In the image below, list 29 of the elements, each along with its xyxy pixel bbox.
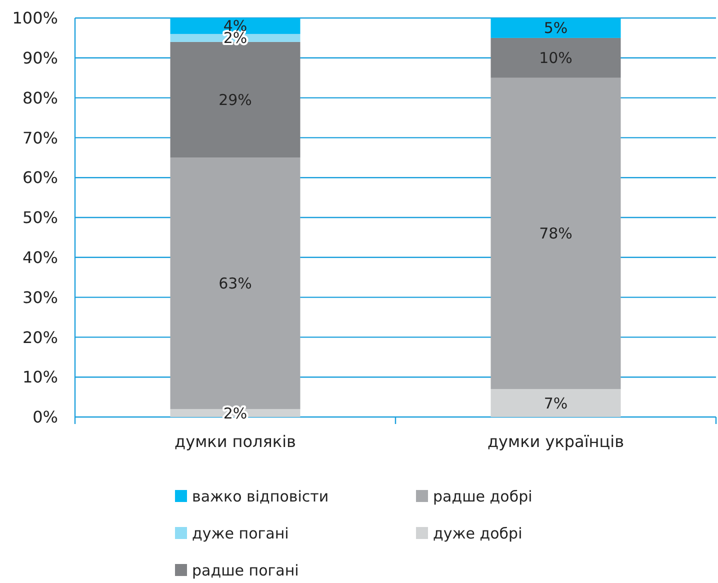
bar	[170, 42, 300, 158]
data-label: 63%	[218, 274, 252, 293]
y-tick-label: 100%	[12, 8, 58, 28]
legend-label: важко відповісти	[192, 487, 329, 506]
data-label: 29%	[218, 91, 252, 110]
y-tick-label: 80%	[22, 88, 58, 108]
bar	[490, 38, 621, 78]
y-tick-label: 50%	[22, 208, 58, 228]
data-label: 7%	[544, 394, 568, 412]
bar	[490, 78, 621, 390]
legend-label: радше добрі	[433, 487, 532, 506]
bar	[490, 389, 621, 417]
y-tick-label: 10%	[22, 368, 58, 387]
y-tick-label: 20%	[22, 328, 58, 347]
data-label: 10%	[539, 49, 572, 68]
y-tick-label: 90%	[22, 48, 58, 68]
legend-label: дуже погані	[192, 524, 289, 542]
bar	[490, 18, 621, 38]
legend-label: радше погані	[192, 561, 299, 580]
y-tick-label: 60%	[22, 168, 58, 188]
legend-label: дуже добрі	[433, 524, 522, 542]
y-tick-label: 30%	[22, 288, 58, 307]
data-label: 5%	[544, 19, 568, 38]
x-tick-label: думки поляків	[174, 432, 296, 451]
y-tick-label: 0%	[32, 408, 58, 427]
x-tick-label: думки українців	[487, 432, 624, 451]
y-tick-label: 70%	[22, 128, 58, 148]
y-tick-label: 40%	[22, 248, 58, 267]
data-label: 78%	[539, 224, 572, 243]
